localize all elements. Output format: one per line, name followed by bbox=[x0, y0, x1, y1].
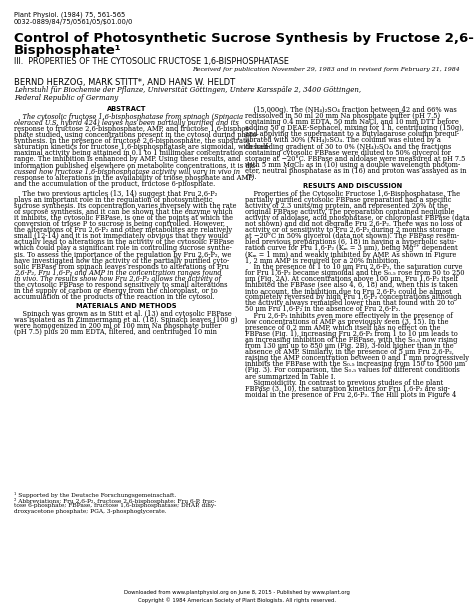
Text: sis. To assess the importance of the regulation by Fru 2,6-P₂, we: sis. To assess the importance of the reg… bbox=[14, 251, 231, 259]
Text: Copyright © 1984 American Society of Plant Biologists. All rights reserved.: Copyright © 1984 American Society of Pla… bbox=[138, 597, 336, 603]
Text: adding 50 g DEAE-Sephacel, mixing for 1 h, centrifuging (150g),: adding 50 g DEAE-Sephacel, mixing for 1 … bbox=[245, 124, 464, 132]
Text: Bisphosphate¹: Bisphosphate¹ bbox=[14, 44, 122, 57]
Text: at −20°C in 50% glycerol (data not shown). The FBPase resem-: at −20°C in 50% glycerol (data not shown… bbox=[245, 232, 459, 240]
Text: Spinach was grown as in Stitt et al. (13) and cytosolic FBPase: Spinach was grown as in Stitt et al. (13… bbox=[14, 310, 232, 318]
Text: Control of Photosynthetic Sucrose Synthesis by Fructose 2,6-: Control of Photosynthetic Sucrose Synthe… bbox=[14, 32, 474, 45]
Text: III.  PROPERTIES OF THE CYTOSOLIC FRUCTOSE 1,6-BISPHOSPHATASE: III. PROPERTIES OF THE CYTOSOLIC FRUCTOS… bbox=[14, 57, 289, 66]
Text: low concentrations of AMP as previously seen (3, 15). In the: low concentrations of AMP as previously … bbox=[245, 318, 448, 326]
Text: accumulation of the products of the reaction in the cytosol.: accumulation of the products of the reac… bbox=[14, 293, 215, 301]
Text: containing cytosolic FBPase were diluted to 50% glycerol for: containing cytosolic FBPase were diluted… bbox=[245, 149, 451, 157]
Text: (Kₘ = 1 mm) and weakly inhibited by AMP. As shown in Figure: (Kₘ = 1 mm) and weakly inhibited by AMP.… bbox=[245, 251, 456, 259]
Text: sucrose synthesis. Its concentration varies inversely with the rate: sucrose synthesis. Its concentration var… bbox=[14, 202, 237, 210]
Text: RESULTS AND DISCUSSION: RESULTS AND DISCUSSION bbox=[303, 183, 402, 189]
Text: Lehrstuhl für Biochemie der Pflanze, Universität Göttingen, Untere Karsspäle 2, : Lehrstuhl für Biochemie der Pflanze, Uni… bbox=[14, 86, 361, 94]
Text: partially purified cytosolic FBPase preparation had a specific: partially purified cytosolic FBPase prep… bbox=[245, 196, 451, 204]
Text: was isolated as in Zimmermann et al. (18). Spinach leaves (100 g): was isolated as in Zimmermann et al. (18… bbox=[14, 316, 237, 324]
Text: ration curve for Fru 1,6-P₂ (Kₘ = 3 μm), being Mg²⁺ dependent: ration curve for Fru 1,6-P₂ (Kₘ = 3 μm),… bbox=[245, 245, 458, 253]
Text: original FBPase activity. The preparation contained negligible: original FBPase activity. The preparatio… bbox=[245, 208, 455, 216]
Text: conversion of triose P to sucrose is being controlled. However,: conversion of triose P to sucrose is bei… bbox=[14, 220, 225, 228]
Text: from 130 μm up to 850 μm (Fig. 2B), 3-fold higher than in the: from 130 μm up to 850 μm (Fig. 2B), 3-fo… bbox=[245, 342, 454, 350]
Text: the alterations of Fru 2,6-P₂ and other metabolites are relatively: the alterations of Fru 2,6-P₂ and other … bbox=[14, 226, 232, 234]
Text: moidal in the presence of Fru 2,6-P₂. The Hill plots in Figure 4: moidal in the presence of Fru 2,6-P₂. Th… bbox=[245, 391, 456, 399]
Text: Sigmoidicity. In contrast to previous studies of the plant: Sigmoidicity. In contrast to previous st… bbox=[245, 379, 443, 387]
Text: Downloaded from www.plantphysiol.org on June 8, 2015 - Published by www.plant.or: Downloaded from www.plantphysiol.org on … bbox=[124, 590, 350, 595]
Text: librated with 30% (NH₄)₂SO₄. The column was eluted by a: librated with 30% (NH₄)₂SO₄. The column … bbox=[245, 137, 441, 145]
Text: tose 6-phosphate; FBPase, fructose 1,6-bisphosphatase; DHAP, dihy-: tose 6-phosphate; FBPase, fructose 1,6-b… bbox=[14, 503, 216, 508]
Text: 0032-0889/84/75/0561/05/$01.00/0: 0032-0889/84/75/0561/05/$01.00/0 bbox=[14, 19, 133, 25]
Text: in the supply of carbon or energy from the chloroplast, or to: in the supply of carbon or energy from t… bbox=[14, 287, 218, 295]
Text: for Fru 1,6-P₂ became sigmoidal and the S₀.₅ rose from 50 to 250: for Fru 1,6-P₂ became sigmoidal and the … bbox=[245, 269, 465, 277]
Text: were homogenized in 200 ml of 100 mm Na phosphate buffer: were homogenized in 200 ml of 100 mm Na … bbox=[14, 322, 221, 330]
Text: containing 0.4 mm EDTA, 50 mm NaCl, and 10 mm DTT before: containing 0.4 mm EDTA, 50 mm NaCl, and … bbox=[245, 118, 459, 126]
Text: presence of 0.2 mm AMP, which itself has no effect on the: presence of 0.2 mm AMP, which itself has… bbox=[245, 324, 440, 332]
Text: ² Abbreviations: Fru 2,6-P₂, fructose 2,6-bisphosphate; Fru 6-P, fruc-: ² Abbreviations: Fru 2,6-P₂, fructose 2,… bbox=[14, 498, 216, 503]
Text: it inhibits, the cytosolic FBPase, is one of the points at which the: it inhibits, the cytosolic FBPase, is on… bbox=[14, 214, 233, 222]
Text: response to fructose 2,6-bisphosphate, AMP, and fructose 1,6-bisphos-: response to fructose 2,6-bisphosphate, A… bbox=[14, 125, 251, 133]
Text: maximal activity being attained in 0.1 to 1 millimolar concentration: maximal activity being attained in 0.1 t… bbox=[14, 150, 243, 158]
Text: Properties of the Cytosolic Fructose 1,6-Bisphosphatase. The: Properties of the Cytosolic Fructose 1,6… bbox=[245, 189, 460, 197]
Text: bled previous preparations (6, 18) in having a hyperbolic satu-: bled previous preparations (6, 18) in ha… bbox=[245, 238, 456, 246]
Text: Plant Physiol. (1984) 75, 561-565: Plant Physiol. (1984) 75, 561-565 bbox=[14, 12, 125, 18]
Text: an increasing inhibition of the FBPase, with the S₀.₅ now rising: an increasing inhibition of the FBPase, … bbox=[245, 336, 457, 344]
Text: droxyacetone phosphate; PGA, 3-phosphoglycerate.: droxyacetone phosphate; PGA, 3-phosphogl… bbox=[14, 509, 167, 514]
Text: phate studied, using concentrations present in the cytosol during photo-: phate studied, using concentrations pres… bbox=[14, 131, 259, 139]
Text: of sucrose synthesis, and it can be shown that the enzyme which: of sucrose synthesis, and it can be show… bbox=[14, 208, 233, 216]
Text: Received for publication November 29, 1983 and in revised form February 21, 1984: Received for publication November 29, 19… bbox=[192, 67, 460, 72]
Text: redissolved in 50 ml 20 mm Na phosphate buffer (pH 7.5): redissolved in 50 ml 20 mm Na phosphate … bbox=[245, 112, 440, 120]
Text: The two previous articles (13, 14) suggest that Fru 2,6-P₂: The two previous articles (13, 14) sugge… bbox=[14, 189, 217, 197]
Text: with 5 mm MgCl₂ as in (10) using a double wavelength photom-: with 5 mm MgCl₂ as in (10) using a doubl… bbox=[245, 161, 460, 169]
Text: In the presence of 1 to 10 μm Fru 2,6-P₂, the saturation curve: In the presence of 1 to 10 μm Fru 2,6-P₂… bbox=[245, 263, 463, 271]
Text: activity or of sensitivity to Fru 2,6-P₂ during 2 months storage: activity or of sensitivity to Fru 2,6-P₂… bbox=[245, 226, 455, 234]
Text: ¹ Supported by the Deutsche Forschungsgemeinschaft.: ¹ Supported by the Deutsche Forschungsge… bbox=[14, 492, 176, 498]
Text: the cytosolic FBPase to respond sensitively to small alterations: the cytosolic FBPase to respond sensitiv… bbox=[14, 281, 228, 289]
Text: absence of AMP. Similarly, in the presence of 5 μm Fru 2,6-P₂,: absence of AMP. Similarly, in the presen… bbox=[245, 348, 454, 356]
Text: information published elsewhere on metabolite concentrations, it is dis-: information published elsewhere on metab… bbox=[14, 161, 257, 170]
Text: BERND HERZOG, MARK STITT*, AND HANS W. HELDT: BERND HERZOG, MARK STITT*, AND HANS W. H… bbox=[14, 78, 235, 87]
Text: Federal Republic of Germany: Federal Republic of Germany bbox=[14, 94, 118, 102]
Text: into account, the inhibition due to Fru 2,6-P₂ could be almost: into account, the inhibition due to Fru … bbox=[245, 287, 452, 295]
Text: cussed how fructose 1,6-bisphosphatase activity will vary in vivo in: cussed how fructose 1,6-bisphosphatase a… bbox=[14, 167, 240, 175]
Text: μm (Fig. 2A). At concentrations above 100 μm, Fru 1,6-P₂ itself: μm (Fig. 2A). At concentrations above 10… bbox=[245, 275, 458, 283]
Text: and applying the supernatant to a butylagarose column prequi-: and applying the supernatant to a butyla… bbox=[245, 131, 459, 139]
Text: small (12-14) and it is not immediately obvious that they would: small (12-14) and it is not immediately … bbox=[14, 232, 228, 240]
Text: (Fig. 3). For comparison, the S₀.₅ values for different conditions: (Fig. 3). For comparison, the S₀.₅ value… bbox=[245, 367, 460, 375]
Text: have investigated how the activity of the partially purified cyto-: have investigated how the activity of th… bbox=[14, 257, 229, 265]
Text: Fru 2,6-P₂ inhibits even more effectively in the presence of: Fru 2,6-P₂ inhibits even more effectivel… bbox=[245, 311, 453, 319]
Text: not shown) and did not degrade Fru 2,6-P₂. There was no loss of: not shown) and did not degrade Fru 2,6-P… bbox=[245, 220, 462, 228]
Text: 2,6-P₂, Fru 1,6-P₂ and AMP in the concentration ranges found: 2,6-P₂, Fru 1,6-P₂ and AMP in the concen… bbox=[14, 269, 222, 277]
Text: 50 μm Fru 1,6-P₂ in the absence of Fru 2,6-P₂.: 50 μm Fru 1,6-P₂ in the absence of Fru 2… bbox=[245, 305, 401, 313]
Text: (7).: (7). bbox=[245, 173, 256, 181]
Text: raising the AMP concentration between 0 and 1 mm progressively: raising the AMP concentration between 0 … bbox=[245, 354, 469, 362]
Text: are summarized in Table I.: are summarized in Table I. bbox=[245, 373, 336, 381]
Text: oleracea U.S. hybrid 424) leaves has been partially purified and its: oleracea U.S. hybrid 424) leaves has bee… bbox=[14, 119, 239, 127]
Text: solic FBPase from spinach leaves responds to alterations of Fru: solic FBPase from spinach leaves respond… bbox=[14, 263, 229, 271]
Text: which could play a significant role in controlling sucrose synthe-: which could play a significant role in c… bbox=[14, 245, 232, 253]
Text: ABSTRACT: ABSTRACT bbox=[107, 106, 146, 112]
Text: MATERIALS AND METHODS: MATERIALS AND METHODS bbox=[76, 303, 177, 309]
Text: and the accumulation of the product, fructose 6-phosphate.: and the accumulation of the product, fru… bbox=[14, 180, 215, 188]
Text: 1, 2 mm AMP is required for a 20% inhibition.: 1, 2 mm AMP is required for a 20% inhibi… bbox=[245, 257, 401, 265]
Text: in vivo. The results show how Fru 2,6-P₂ allows the activity of: in vivo. The results show how Fru 2,6-P₂… bbox=[14, 275, 221, 283]
Text: FBPase (Fig. 1), increasing Fru 2,6-P₂ from 1 to 10 μm leads to: FBPase (Fig. 1), increasing Fru 2,6-P₂ f… bbox=[245, 330, 458, 338]
Text: FBPase (3, 10), the saturation kinetics for Fru 1,6-P₂ are sig-: FBPase (3, 10), the saturation kinetics … bbox=[245, 385, 450, 393]
Text: eter, neutral phosphatase as in (16) and proton was assayed as in: eter, neutral phosphatase as in (16) and… bbox=[245, 167, 466, 175]
Text: inhibits the FBPase with the S₀.₅ increasing from 150 to 1500 μm: inhibits the FBPase with the S₀.₅ increa… bbox=[245, 360, 465, 368]
Text: activity of aldolase, acid phosphatase, or chloroplast FBPase (data: activity of aldolase, acid phosphatase, … bbox=[245, 214, 470, 222]
Text: synthesis. In the presence of fructose 2,6-bisphosphate, the substrate: synthesis. In the presence of fructose 2… bbox=[14, 137, 250, 145]
Text: actually lead to alterations in the activity of the cytosolic FBPase: actually lead to alterations in the acti… bbox=[14, 238, 234, 246]
Text: inhibited the FBPase (see also 4, 6, 18) and, when this is taken: inhibited the FBPase (see also 4, 6, 18)… bbox=[245, 281, 458, 289]
Text: activity of 2.3 units/mg protein, and represented 20% of the: activity of 2.3 units/mg protein, and re… bbox=[245, 202, 448, 210]
Text: storage at −20°C. FBPase and aldolase were measured at pH 7.5: storage at −20°C. FBPase and aldolase we… bbox=[245, 155, 465, 163]
Text: descending gradient of 30 to 0% (NH₄)₂SO₄ and the fractions: descending gradient of 30 to 0% (NH₄)₂SO… bbox=[245, 143, 451, 151]
Text: saturation kinetics for fructose 1,6-bisphosphatase are sigmoidal, with half-: saturation kinetics for fructose 1,6-bis… bbox=[14, 143, 270, 151]
Text: completely reversed by high Fru 1,6-P₂ concentrations although: completely reversed by high Fru 1,6-P₂ c… bbox=[245, 293, 462, 301]
Text: The cytosolic fructose 1,6-bisphosphatase from spinach (Spinacia: The cytosolic fructose 1,6-bisphosphatas… bbox=[14, 113, 243, 121]
Text: plays an important role in the regulation of photosynthetic: plays an important role in the regulatio… bbox=[14, 196, 212, 204]
Text: (15,000g). The (NH₄)₂SO₄ fraction between 42 and 66% was: (15,000g). The (NH₄)₂SO₄ fraction betwee… bbox=[245, 106, 457, 114]
Text: the activity always remained lower than that found with 20 to: the activity always remained lower than … bbox=[245, 299, 454, 307]
Text: (pH 7.5) plus 20 mm EDTA, filtered, and centrifuged 10 min: (pH 7.5) plus 20 mm EDTA, filtered, and … bbox=[14, 328, 217, 336]
Text: response to alterations in the availability of triose phosphate and AMP,: response to alterations in the availabil… bbox=[14, 173, 254, 181]
Text: range. The inhibition is enhanced by AMP. Using these results, and: range. The inhibition is enhanced by AMP… bbox=[14, 156, 240, 164]
